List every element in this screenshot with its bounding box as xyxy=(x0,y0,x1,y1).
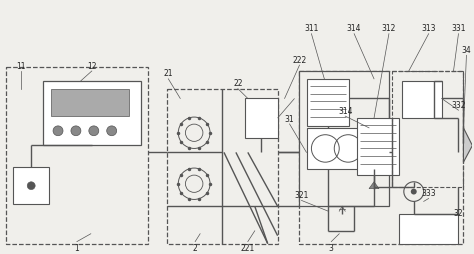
Text: 333: 333 xyxy=(421,188,436,197)
Text: 2: 2 xyxy=(193,243,198,252)
Text: 12: 12 xyxy=(87,61,97,70)
Text: 331: 331 xyxy=(451,24,466,33)
Text: 11: 11 xyxy=(17,61,26,70)
Circle shape xyxy=(53,126,63,136)
Text: 312: 312 xyxy=(382,24,396,33)
Circle shape xyxy=(89,126,99,136)
Text: 32: 32 xyxy=(454,208,463,217)
Text: 321: 321 xyxy=(294,190,309,199)
Polygon shape xyxy=(308,128,362,169)
Polygon shape xyxy=(402,82,442,119)
Polygon shape xyxy=(357,119,399,175)
Text: 1: 1 xyxy=(74,243,79,252)
Polygon shape xyxy=(369,182,379,189)
Text: 314: 314 xyxy=(338,106,353,115)
Polygon shape xyxy=(399,214,458,244)
Polygon shape xyxy=(51,89,128,117)
Text: 3: 3 xyxy=(329,243,334,252)
Polygon shape xyxy=(464,128,473,163)
Text: 313: 313 xyxy=(421,24,436,33)
Polygon shape xyxy=(308,80,349,126)
Text: 34: 34 xyxy=(462,46,471,55)
Text: 31: 31 xyxy=(285,114,294,123)
Circle shape xyxy=(27,182,35,190)
Text: 222: 222 xyxy=(292,56,307,65)
Text: 22: 22 xyxy=(233,79,243,88)
Text: 332: 332 xyxy=(451,100,466,109)
Text: 311: 311 xyxy=(304,24,319,33)
Text: 314: 314 xyxy=(347,24,361,33)
Polygon shape xyxy=(13,167,49,204)
Text: 21: 21 xyxy=(164,69,173,78)
Circle shape xyxy=(411,189,417,195)
Text: 221: 221 xyxy=(241,243,255,252)
Circle shape xyxy=(71,126,81,136)
Polygon shape xyxy=(300,72,389,207)
Polygon shape xyxy=(245,99,278,138)
Circle shape xyxy=(107,126,117,136)
Polygon shape xyxy=(43,82,140,145)
